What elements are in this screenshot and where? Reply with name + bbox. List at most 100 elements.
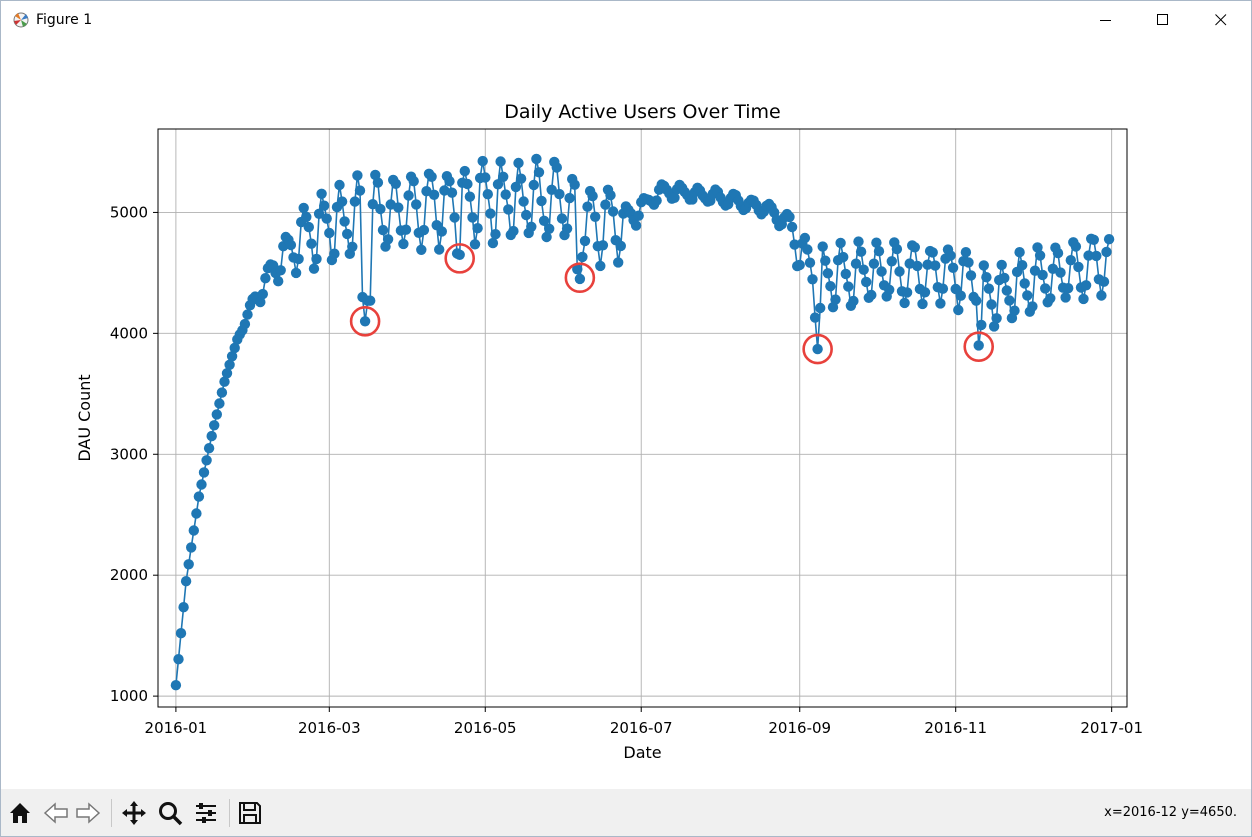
data-point	[1004, 295, 1015, 306]
data-point	[830, 294, 841, 305]
close-button[interactable]	[1198, 1, 1244, 39]
data-point	[971, 295, 982, 306]
data-point	[1014, 247, 1025, 258]
data-point	[255, 296, 266, 308]
series-line	[175, 158, 1110, 686]
dau-series	[170, 153, 1115, 691]
data-point	[219, 376, 230, 387]
window-title: Figure 1	[36, 12, 93, 28]
data-point	[275, 265, 286, 276]
data-point	[446, 187, 458, 198]
data-point	[973, 340, 984, 351]
data-point	[196, 479, 207, 490]
data-point	[1103, 234, 1115, 245]
data-point	[1017, 260, 1028, 271]
y-tick-label: 4000	[110, 324, 148, 342]
plot-frame	[157, 128, 1128, 708]
data-point	[469, 239, 481, 250]
data-point	[518, 196, 529, 207]
y-tick-label: 3000	[110, 445, 148, 463]
data-point	[669, 192, 680, 203]
data-point	[403, 190, 414, 201]
back-button[interactable]	[41, 799, 71, 827]
data-point	[853, 236, 864, 247]
minimize-icon	[1100, 20, 1111, 21]
data-point	[587, 190, 598, 202]
save-button[interactable]	[235, 799, 265, 827]
data-point	[945, 250, 956, 261]
x-axis-label: Date	[623, 743, 661, 762]
navigation-toolbar: x=2016-12 y=4650.	[1, 789, 1251, 836]
data-point	[912, 260, 923, 272]
data-point	[393, 202, 404, 213]
figure-canvas[interactable]: 2016-01 2016-03 2016-05 2016-07 2016-09 2016-…	[1, 39, 1251, 789]
pan-button[interactable]	[119, 799, 149, 827]
data-point	[454, 249, 465, 260]
pan-icon	[122, 801, 146, 825]
data-point	[303, 221, 314, 233]
data-point	[1040, 283, 1051, 294]
data-point	[981, 272, 992, 283]
x-tick-label: 2017-01	[1080, 719, 1143, 737]
data-point	[996, 259, 1007, 271]
data-point	[574, 273, 586, 285]
x-tick-label: 2016-05	[454, 719, 517, 737]
data-point	[802, 244, 813, 255]
data-point	[886, 256, 897, 267]
data-point	[807, 274, 818, 285]
data-point	[257, 288, 268, 300]
data-point	[1022, 290, 1033, 301]
data-point	[955, 290, 966, 301]
data-point	[349, 196, 361, 207]
configure-subplots-button[interactable]	[191, 799, 221, 827]
data-point	[206, 430, 217, 442]
anomaly-highlight	[444, 243, 475, 274]
data-point	[508, 225, 519, 237]
data-point	[963, 257, 974, 268]
line-chart: 2016-01 2016-03 2016-05 2016-07 2016-09 2016-…	[75, 101, 1143, 762]
data-point	[1083, 250, 1094, 261]
data-point	[835, 237, 846, 249]
data-point	[273, 276, 284, 287]
data-point	[211, 409, 222, 420]
x-tick-label: 2016-11	[924, 719, 987, 737]
forward-button[interactable]	[73, 799, 103, 827]
data-point	[311, 253, 322, 265]
data-point	[301, 211, 312, 223]
minimize-button[interactable]	[1083, 1, 1129, 39]
data-point	[786, 221, 798, 233]
maximize-button[interactable]	[1140, 1, 1186, 39]
data-point	[615, 240, 626, 252]
data-point	[1063, 283, 1074, 294]
data-point	[464, 191, 476, 202]
home-button[interactable]	[5, 799, 35, 827]
data-point	[1080, 280, 1092, 291]
data-point	[986, 299, 997, 310]
title-bar[interactable]: Figure 1	[1, 1, 1251, 39]
data-point	[855, 246, 867, 257]
zoom-icon	[159, 802, 183, 826]
data-point	[937, 283, 949, 294]
anomaly-highlight	[802, 333, 833, 365]
data-point	[416, 244, 427, 255]
y-tick-label: 1000	[110, 687, 148, 705]
data-point	[582, 201, 593, 212]
data-point	[894, 266, 905, 277]
data-point	[480, 172, 491, 183]
data-point	[531, 153, 542, 165]
data-point	[367, 199, 378, 210]
zoom-button[interactable]	[155, 799, 185, 827]
data-point	[372, 177, 384, 188]
data-point	[1091, 250, 1102, 262]
home-icon	[10, 803, 30, 823]
data-point	[1029, 265, 1041, 276]
data-point	[436, 226, 447, 237]
data-point	[359, 316, 371, 327]
data-point	[935, 298, 946, 309]
data-point	[965, 270, 977, 281]
data-point	[1055, 267, 1066, 278]
data-point	[242, 309, 253, 320]
data-point	[630, 220, 642, 231]
data-point	[590, 211, 601, 222]
